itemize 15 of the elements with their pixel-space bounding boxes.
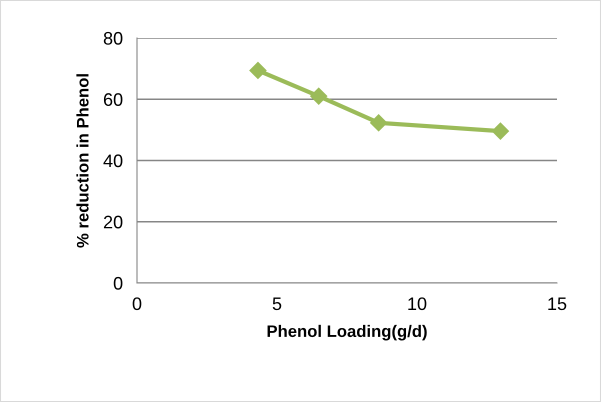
x-tick-label: 15 bbox=[548, 298, 566, 310]
x-tick-label: 0 bbox=[132, 297, 142, 310]
y-tick-label: 20 bbox=[104, 216, 122, 228]
y-tick-label: 60 bbox=[104, 93, 122, 106]
y-tick-label: 0 bbox=[114, 276, 122, 290]
x-axis-title: Phenol Loading(g/d) bbox=[268, 324, 427, 340]
point bbox=[249, 62, 267, 80]
x-tick-label: 5 bbox=[272, 298, 282, 310]
point bbox=[310, 88, 328, 105]
y-tick-label: 40 bbox=[103, 154, 122, 168]
point bbox=[370, 114, 388, 132]
y-tick-label: 80 bbox=[104, 32, 122, 45]
point bbox=[492, 122, 509, 140]
y-axis-title: % reduction in Phenol bbox=[76, 74, 89, 248]
x-tick-label: 10 bbox=[408, 297, 426, 310]
